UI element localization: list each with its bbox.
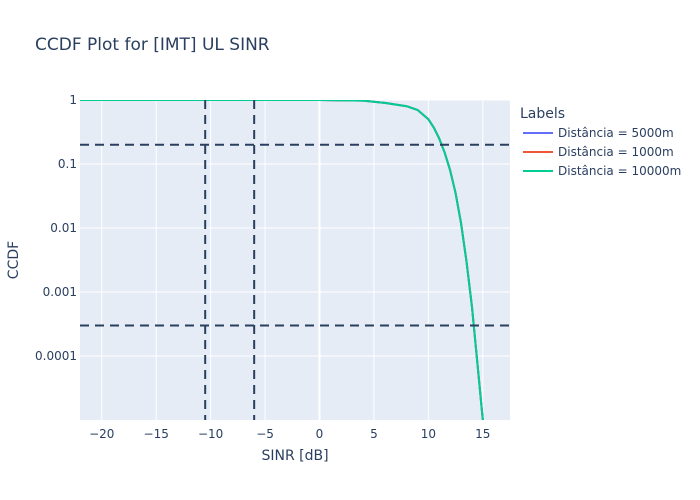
x-axis-ticks: −20 −15 −10 −5 0 5 10 15 (89, 427, 490, 441)
y-axis-title: CCDF (6, 241, 22, 279)
x-tick-label: 5 (370, 427, 378, 441)
x-tick-label: 0 (316, 427, 324, 441)
x-tick-label: 10 (421, 427, 436, 441)
legend-items: Distância = 5000m Distância = 1000m Distân… (523, 126, 681, 178)
legend-label: Distância = 5000m (558, 126, 674, 140)
legend: Labels Distância = 5000m Distância = 1000… (520, 106, 681, 178)
reference-lines (80, 100, 510, 420)
y-tick-label: 0.001 (43, 285, 77, 299)
plot-area (80, 100, 510, 420)
y-tick-label: 0.0001 (35, 349, 77, 363)
y-tick-label: 0.01 (50, 221, 77, 235)
legend-label: Distância = 10000m (558, 164, 681, 178)
x-tick-label: −5 (256, 427, 274, 441)
x-axis-title: SINR [dB] (261, 448, 328, 464)
legend-label: Distância = 1000m (558, 145, 674, 159)
series-lines (80, 100, 484, 420)
x-tick-label: −10 (198, 427, 223, 441)
x-tick-label: −20 (89, 427, 114, 441)
x-tick-label: 15 (475, 427, 490, 441)
chart-title: CCDF Plot for [IMT] UL SINR (35, 35, 270, 55)
legend-title: Labels (520, 106, 565, 122)
y-tick-label: 0.1 (58, 157, 77, 171)
series-line (80, 100, 484, 420)
y-tick-label: 1 (69, 93, 77, 107)
y-axis-ticks: 0.0001 0.001 0.01 0.1 1 (35, 93, 77, 363)
x-tick-label: −15 (144, 427, 169, 441)
